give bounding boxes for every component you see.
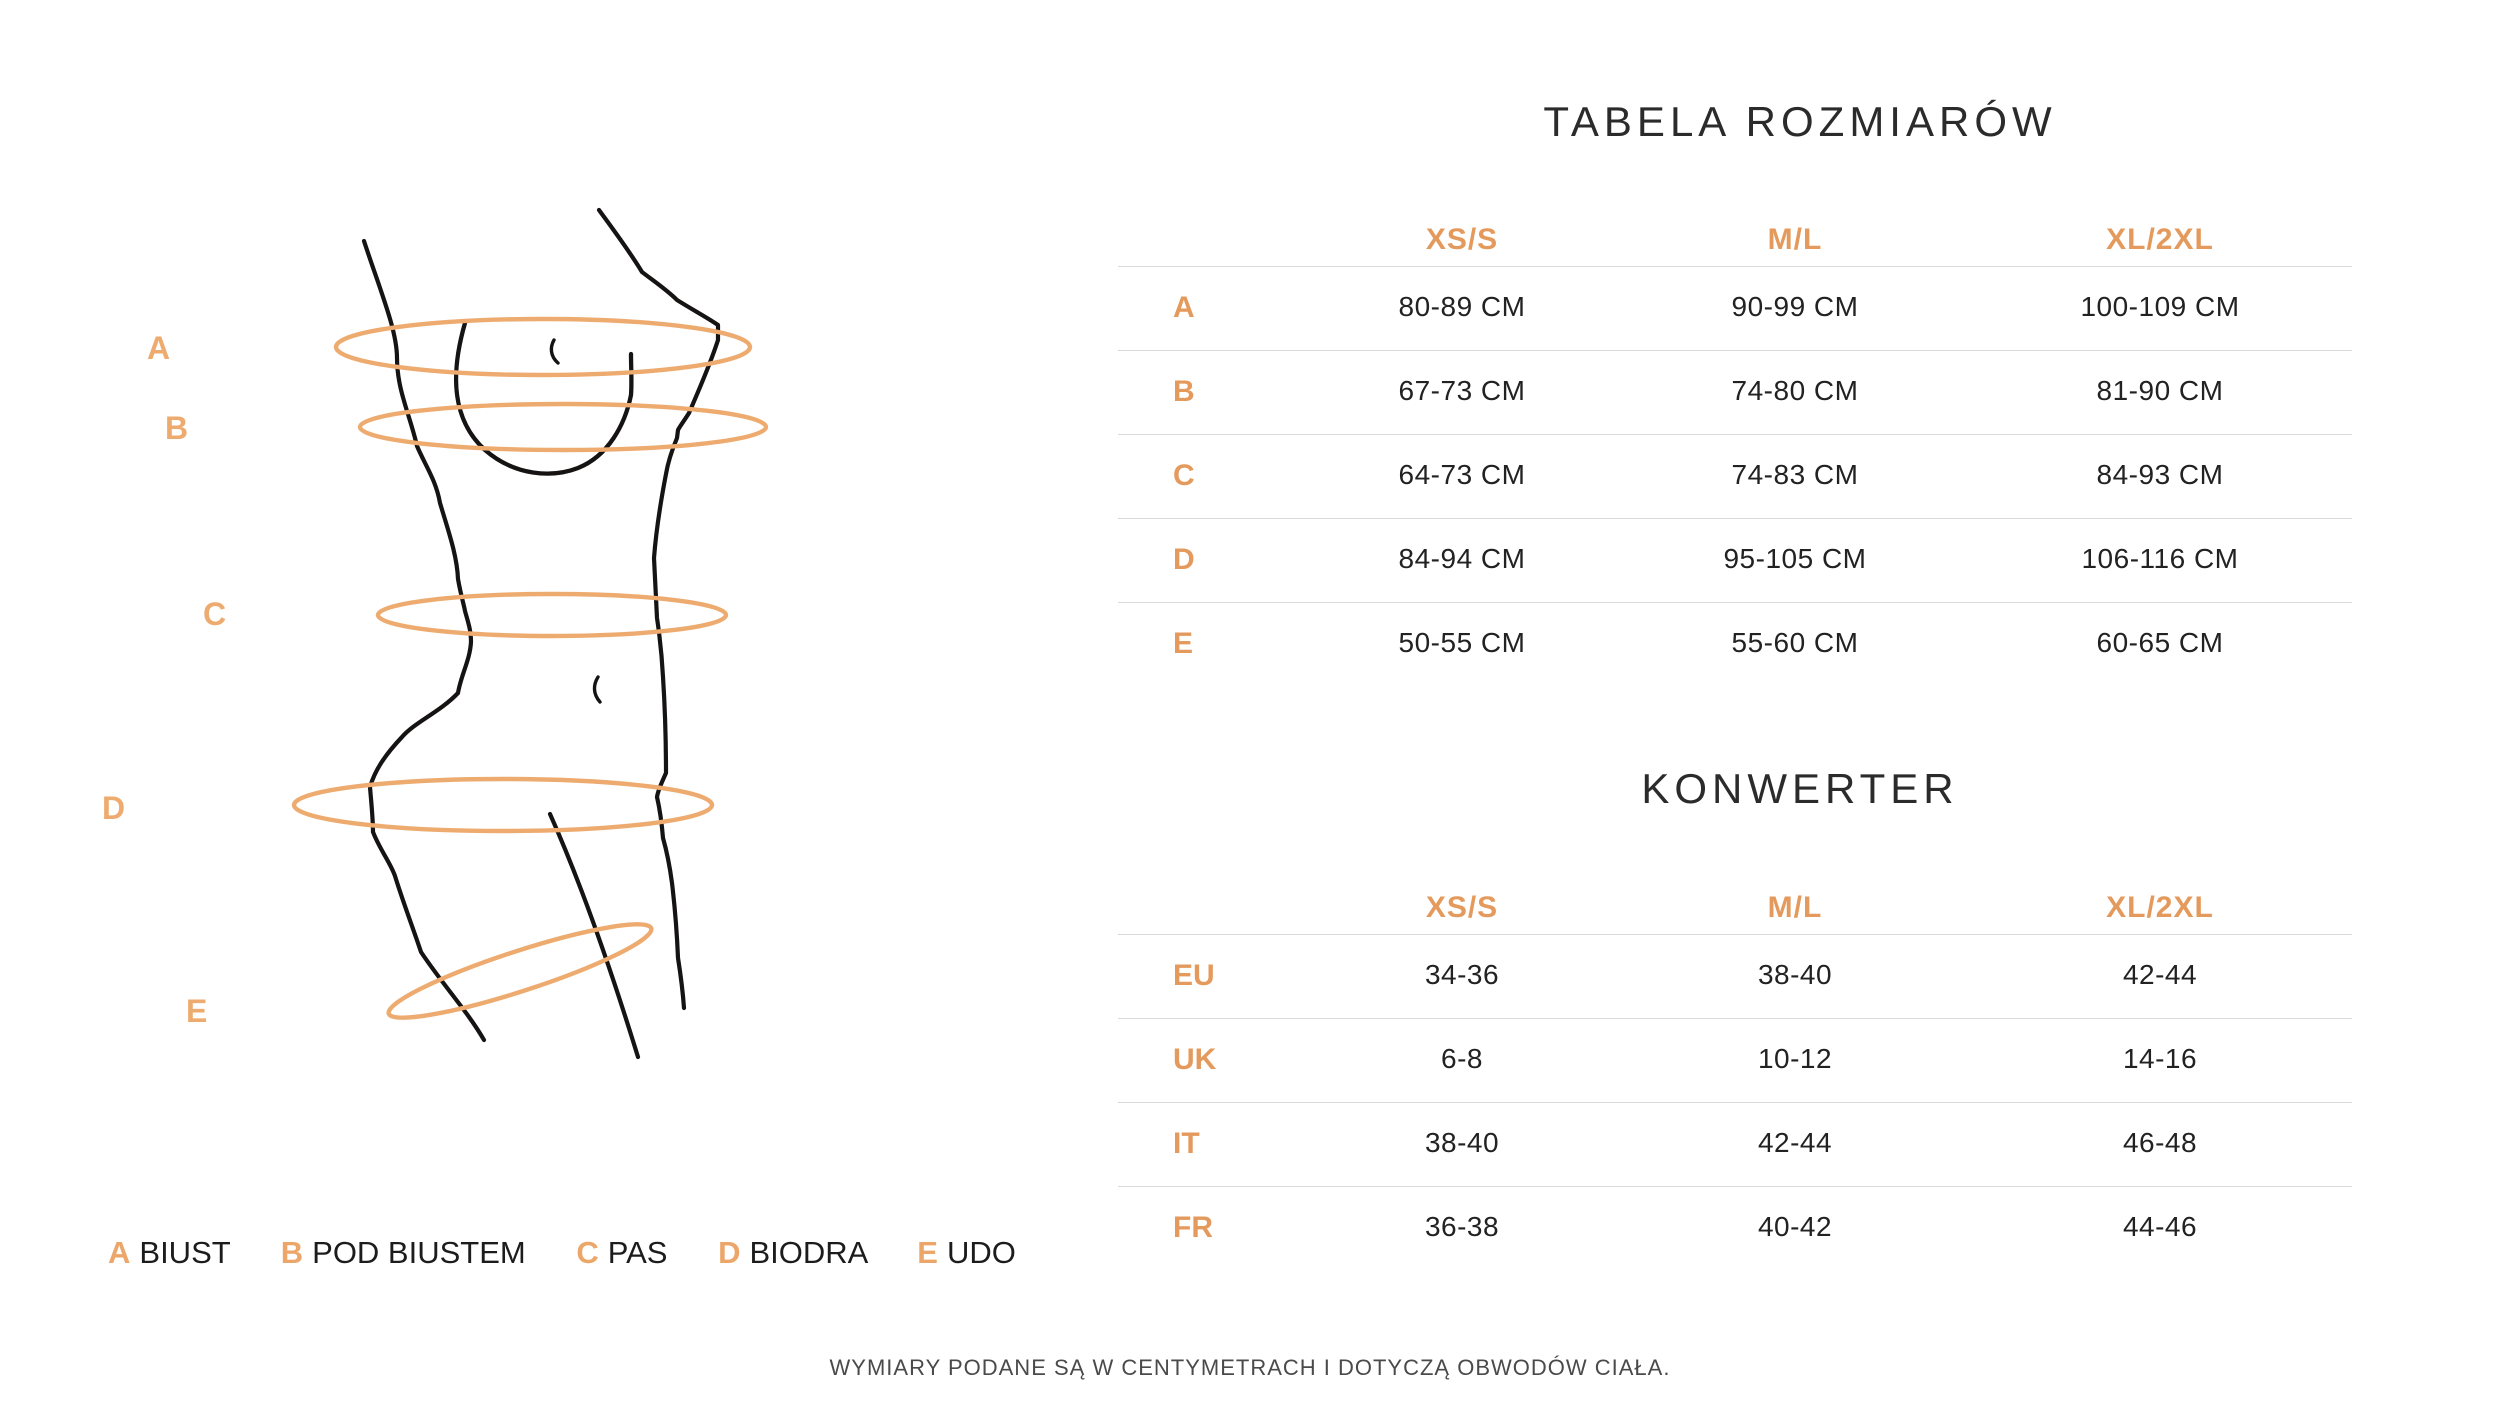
svg-text:A: A (147, 330, 170, 366)
svg-text:D: D (102, 790, 125, 826)
svg-text:C: C (203, 596, 226, 632)
svg-text:B: B (165, 410, 188, 446)
svg-text:E: E (186, 993, 207, 1029)
